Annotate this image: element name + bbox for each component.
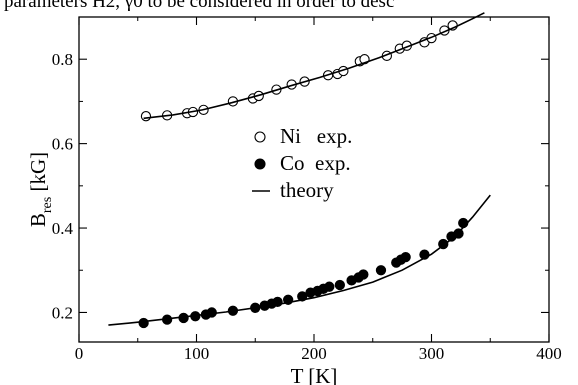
legend-label: Co exp. (280, 151, 351, 175)
x-tick-label: 0 (75, 344, 84, 363)
theory-curve (143, 12, 485, 120)
header-text: parameters H2, γ0 to be considered in or… (4, 0, 395, 12)
x-axis-title: T [K] (291, 364, 338, 385)
co-data-point (358, 269, 369, 280)
co-data-point (334, 279, 345, 291)
y-tick-label: 0.4 (52, 219, 74, 238)
legend-label: theory (280, 178, 334, 202)
legend-open-marker (254, 131, 266, 143)
header-text-strip: parameters H2, γ0 to be considered in or… (0, 0, 578, 20)
y-axis-title: Bres [kG] (26, 152, 55, 227)
theory-curve (108, 194, 491, 326)
y-tick-label: 0.2 (52, 303, 73, 322)
x-tick-label: 100 (184, 344, 210, 363)
co-data-point (206, 307, 217, 318)
co-data-point (324, 281, 335, 292)
ni-data-point (140, 111, 152, 122)
y-tick-label: 0.8 (52, 50, 73, 69)
co-data-point (138, 317, 149, 329)
x-tick-label: 200 (301, 344, 327, 363)
co-data-point (375, 265, 387, 276)
co-data-point (400, 252, 411, 263)
x-tick-label: 400 (536, 344, 562, 363)
legend-label: Ni exp. (280, 124, 352, 148)
y-tick-label: 0.6 (52, 135, 73, 154)
legend-filled-marker (254, 158, 266, 170)
x-tick-label: 300 (419, 344, 445, 363)
